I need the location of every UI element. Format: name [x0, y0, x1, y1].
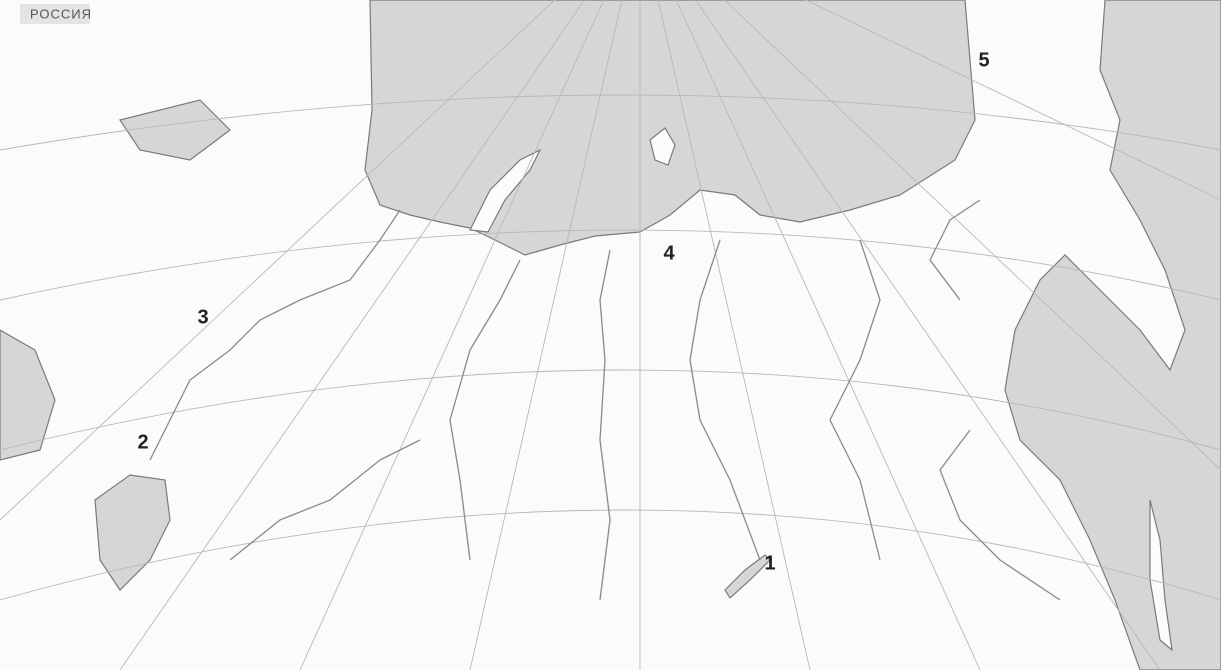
marker-label: 4: [663, 242, 675, 264]
rivers: [149, 199, 1061, 601]
white-sea: [119, 99, 231, 161]
marker-label: 1: [764, 552, 775, 574]
sakhalin: [1149, 499, 1173, 652]
marker-label: 2: [137, 431, 148, 453]
map-title: РОССИЯ: [30, 6, 92, 21]
caspian-sea: [94, 474, 171, 591]
marker-label: 3: [197, 306, 208, 328]
baikal: [724, 554, 771, 599]
black-sea: [0, 329, 56, 461]
severnaya-zemlya: [649, 127, 676, 166]
novaya-zemlya: [469, 148, 542, 233]
pacific-ocean: [1004, 0, 1221, 670]
marker-label: 5: [978, 49, 989, 71]
title-box: [20, 4, 90, 24]
